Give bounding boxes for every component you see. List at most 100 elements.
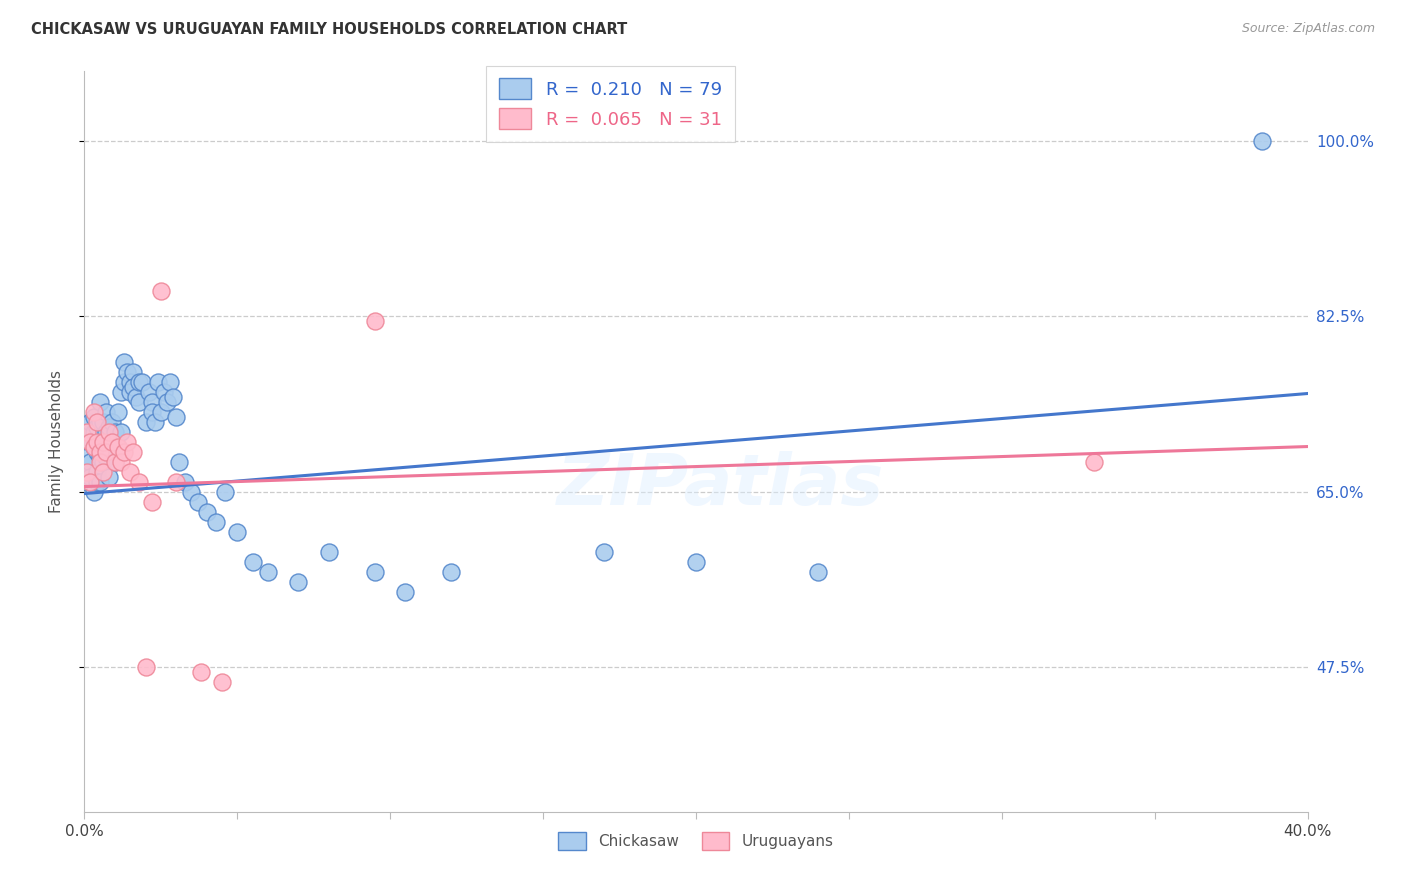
Text: ZIPatlas: ZIPatlas xyxy=(557,451,884,520)
Point xyxy=(141,394,163,409)
Point xyxy=(149,285,172,299)
Point xyxy=(83,425,105,439)
Point xyxy=(101,415,124,429)
Point xyxy=(89,434,111,449)
Point xyxy=(131,375,153,389)
Point xyxy=(97,419,120,434)
Point xyxy=(83,440,105,454)
Point xyxy=(257,565,280,579)
Point xyxy=(101,434,124,449)
Point xyxy=(135,659,157,673)
Point xyxy=(79,469,101,483)
Point xyxy=(101,434,124,449)
Text: Source: ZipAtlas.com: Source: ZipAtlas.com xyxy=(1241,22,1375,36)
Point xyxy=(394,584,416,599)
Point xyxy=(91,415,114,429)
Point xyxy=(91,454,114,468)
Point xyxy=(86,434,108,449)
Point xyxy=(94,404,117,418)
Point xyxy=(76,475,98,489)
Point xyxy=(159,375,181,389)
Point xyxy=(122,379,145,393)
Point xyxy=(807,565,830,579)
Point xyxy=(112,354,135,368)
Point xyxy=(153,384,176,399)
Point xyxy=(83,409,105,424)
Point xyxy=(242,555,264,569)
Point xyxy=(165,475,187,489)
Point xyxy=(195,505,218,519)
Point xyxy=(364,565,387,579)
Point xyxy=(138,384,160,399)
Point xyxy=(89,394,111,409)
Point xyxy=(180,484,202,499)
Point xyxy=(149,404,172,418)
Point xyxy=(94,450,117,464)
Point xyxy=(1083,454,1105,468)
Point xyxy=(364,314,387,328)
Point xyxy=(186,494,208,508)
Point xyxy=(122,364,145,378)
Point xyxy=(79,434,101,449)
Point xyxy=(162,390,184,404)
Point xyxy=(91,434,114,449)
Point xyxy=(76,465,98,479)
Point xyxy=(115,434,138,449)
Point xyxy=(86,444,108,458)
Point xyxy=(1250,135,1272,149)
Point xyxy=(141,494,163,508)
Point xyxy=(440,565,463,579)
Point xyxy=(76,465,98,479)
Point xyxy=(104,425,127,439)
Point xyxy=(128,475,150,489)
Point xyxy=(83,440,105,454)
Point xyxy=(104,454,127,468)
Text: CHICKASAW VS URUGUAYAN FAMILY HOUSEHOLDS CORRELATION CHART: CHICKASAW VS URUGUAYAN FAMILY HOUSEHOLDS… xyxy=(31,22,627,37)
Point xyxy=(318,544,340,558)
Point xyxy=(120,465,142,479)
Point xyxy=(115,364,138,378)
Point xyxy=(128,394,150,409)
Point xyxy=(685,555,707,569)
Point xyxy=(97,469,120,483)
Point xyxy=(76,450,98,464)
Point xyxy=(107,440,129,454)
Point xyxy=(89,475,111,489)
Point xyxy=(120,384,142,399)
Point xyxy=(97,440,120,454)
Point xyxy=(146,375,169,389)
Point xyxy=(214,484,236,499)
Point xyxy=(79,475,101,489)
Point xyxy=(89,454,111,468)
Point xyxy=(79,434,101,449)
Point xyxy=(211,674,233,689)
Point xyxy=(89,450,111,464)
Point xyxy=(156,394,179,409)
Point xyxy=(143,415,166,429)
Point xyxy=(122,444,145,458)
Point xyxy=(110,454,132,468)
Point xyxy=(86,419,108,434)
Point xyxy=(91,465,114,479)
Legend: Chickasaw, Uruguayans: Chickasaw, Uruguayans xyxy=(553,826,839,856)
Y-axis label: Family Households: Family Households xyxy=(49,370,63,513)
Point xyxy=(83,404,105,418)
Point xyxy=(205,515,228,529)
Point xyxy=(79,454,101,468)
Point xyxy=(135,415,157,429)
Point xyxy=(112,444,135,458)
Point xyxy=(91,434,114,449)
Point xyxy=(76,425,98,439)
Point xyxy=(125,390,148,404)
Point xyxy=(167,454,190,468)
Point xyxy=(190,665,212,679)
Point xyxy=(89,415,111,429)
Point xyxy=(165,409,187,424)
Point xyxy=(104,454,127,468)
Point xyxy=(107,404,129,418)
Point xyxy=(107,440,129,454)
Point xyxy=(120,375,142,389)
Point xyxy=(86,465,108,479)
Point xyxy=(174,475,197,489)
Point xyxy=(112,375,135,389)
